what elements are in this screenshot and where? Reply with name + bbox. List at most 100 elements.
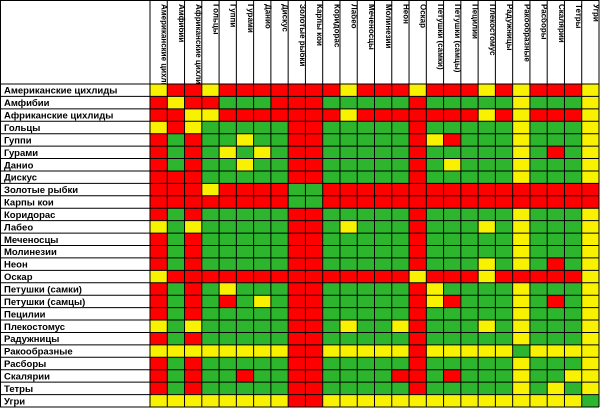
matrix-cell [288, 382, 306, 395]
row-label: Гольцы [4, 123, 40, 134]
matrix-cell [150, 307, 168, 321]
matrix-cell [460, 332, 479, 345]
matrix-cell [391, 121, 410, 134]
column-label: Гольцы [211, 4, 220, 35]
matrix-cell [426, 170, 444, 184]
matrix-cell [253, 344, 271, 358]
matrix-cell [443, 208, 461, 221]
matrix-cell [253, 282, 271, 296]
matrix-cell [495, 121, 513, 134]
matrix-cell [236, 332, 254, 345]
matrix-cell [236, 357, 254, 370]
matrix-cell [253, 133, 271, 147]
matrix-cell [236, 344, 254, 358]
matrix-cell [478, 208, 496, 221]
matrix-cell [150, 394, 168, 407]
column-label: Петушки (самцы) [453, 4, 462, 73]
matrix-cell [391, 84, 410, 97]
matrix-cell [288, 121, 306, 134]
matrix-cell [443, 394, 461, 407]
matrix-cell [201, 170, 220, 184]
matrix-cell [339, 208, 358, 221]
matrix-cell [357, 307, 375, 321]
matrix-cell [581, 133, 599, 147]
matrix-cell [460, 320, 479, 333]
matrix-cell [339, 108, 358, 122]
matrix-cell [167, 357, 185, 370]
matrix-cell [512, 307, 530, 321]
matrix-cell [270, 183, 289, 196]
matrix-cell [460, 146, 479, 159]
matrix-cell [529, 320, 548, 333]
matrix-cell [391, 208, 410, 221]
matrix-cell [460, 369, 479, 383]
matrix-cell [253, 394, 271, 407]
matrix-cell [547, 257, 565, 271]
matrix-cell [184, 282, 202, 296]
matrix-cell [219, 133, 237, 147]
matrix-cell [391, 332, 410, 345]
matrix-cell [184, 108, 202, 122]
column-label: Тетры [574, 4, 583, 29]
matrix-cell [167, 245, 185, 258]
matrix-cell [270, 344, 289, 358]
matrix-cell [339, 344, 358, 358]
matrix-cell [564, 158, 582, 171]
matrix-cell [253, 121, 271, 134]
column-label: Ракообразные [522, 4, 531, 62]
matrix-cell [374, 208, 392, 221]
matrix-cell [547, 282, 565, 296]
matrix-cell [478, 133, 496, 147]
matrix-cell [253, 295, 271, 308]
matrix-cell [529, 295, 548, 308]
matrix-cell [443, 233, 461, 246]
matrix-cell [201, 108, 220, 122]
column-label: Неон [401, 4, 410, 24]
matrix-cell [184, 369, 202, 383]
matrix-cell [478, 369, 496, 383]
matrix-cell [288, 295, 306, 308]
matrix-cell [305, 233, 323, 246]
matrix-cell [426, 282, 444, 296]
matrix-cell [529, 270, 548, 283]
matrix-cell [564, 146, 582, 159]
matrix-cell [219, 282, 237, 296]
matrix-cell [529, 382, 548, 395]
matrix-cell [288, 133, 306, 147]
matrix-cell [339, 170, 358, 184]
matrix-cell [443, 158, 461, 171]
matrix-cell [426, 382, 444, 395]
matrix-cell [305, 344, 323, 358]
matrix-cell [581, 394, 599, 407]
matrix-cell [270, 320, 289, 333]
matrix-cell [322, 133, 340, 147]
matrix-cell [529, 158, 548, 171]
matrix-cell [512, 382, 530, 395]
matrix-cell [512, 357, 530, 370]
matrix-cell [426, 195, 444, 209]
matrix-cell [167, 307, 185, 321]
matrix-cell [426, 332, 444, 345]
matrix-cell [512, 146, 530, 159]
matrix-cell [391, 195, 410, 209]
matrix-cell [409, 146, 427, 159]
matrix-cell [150, 369, 168, 383]
matrix-cell [201, 96, 220, 109]
matrix-cell [547, 307, 565, 321]
matrix-cell [512, 344, 530, 358]
matrix-cell [253, 307, 271, 321]
matrix-cell [581, 170, 599, 184]
matrix-cell [184, 295, 202, 308]
matrix-cell [529, 394, 548, 407]
matrix-cell [236, 158, 254, 171]
row-label: Скалярии [4, 371, 50, 382]
matrix-cell [374, 369, 392, 383]
matrix-cell [426, 108, 444, 122]
matrix-cell [253, 158, 271, 171]
matrix-cell [512, 394, 530, 407]
matrix-cell [564, 133, 582, 147]
matrix-cell [374, 96, 392, 109]
matrix-cell [529, 96, 548, 109]
matrix-cell [322, 220, 340, 234]
matrix-cell [495, 394, 513, 407]
